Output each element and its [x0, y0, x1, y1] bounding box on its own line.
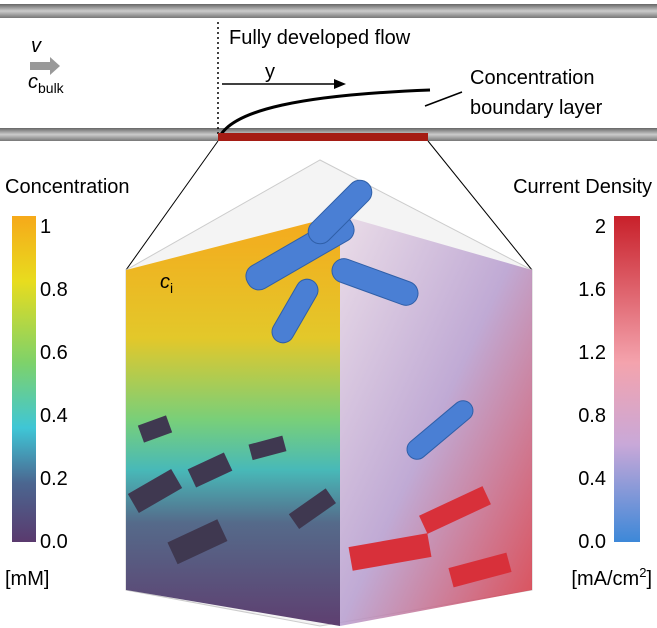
arrow-head: [334, 79, 346, 89]
tick-label: 0.6: [40, 342, 68, 364]
colorbar-unit: [mM]: [5, 568, 49, 590]
tick-label: 0.8: [40, 279, 68, 301]
bulk-subscript: bulk: [38, 80, 65, 96]
velocity-label: v: [31, 35, 42, 57]
current-colorbar: [614, 216, 640, 542]
tick-label: 0.4: [578, 468, 606, 490]
boundary-label: boundary layer: [470, 97, 603, 119]
unit-end: ]: [646, 568, 652, 590]
cube-symbol: c: [160, 271, 170, 293]
tick-label: 0.2: [40, 468, 68, 490]
figure: v cbulk Fully developed flow y Concentra…: [0, 0, 657, 628]
colorbar-title: Concentration: [5, 176, 130, 198]
tick-label: 2: [595, 216, 606, 238]
tick-label: 0.0: [578, 531, 606, 553]
tick-label: 0.8: [578, 405, 606, 427]
cube-subscript: i: [170, 280, 173, 296]
bulk-label: cbulk: [28, 71, 65, 96]
tick-label: 1: [40, 216, 51, 238]
unit-sup: 2: [639, 565, 646, 580]
tick-label: 0.4: [40, 405, 68, 427]
axis-label: y: [265, 61, 275, 83]
bulk-symbol: c: [28, 71, 38, 93]
colorbar-title: Current Density: [513, 176, 652, 198]
electrode: [218, 133, 428, 141]
concentration-colorbar: [12, 216, 36, 542]
velocity: v: [31, 35, 42, 57]
flow-label: Fully developed flow: [229, 27, 411, 49]
tick-label: 1.2: [578, 342, 606, 364]
channel-wall: [0, 4, 657, 18]
leader-line: [425, 92, 462, 106]
tick-label: 1.6: [578, 279, 606, 301]
colorbar-unit: [mA/cm2]: [571, 565, 652, 590]
boundary-label: Concentration: [470, 67, 595, 89]
unit-base: [mA/cm: [571, 568, 639, 590]
tick-label: 0.0: [40, 531, 68, 553]
